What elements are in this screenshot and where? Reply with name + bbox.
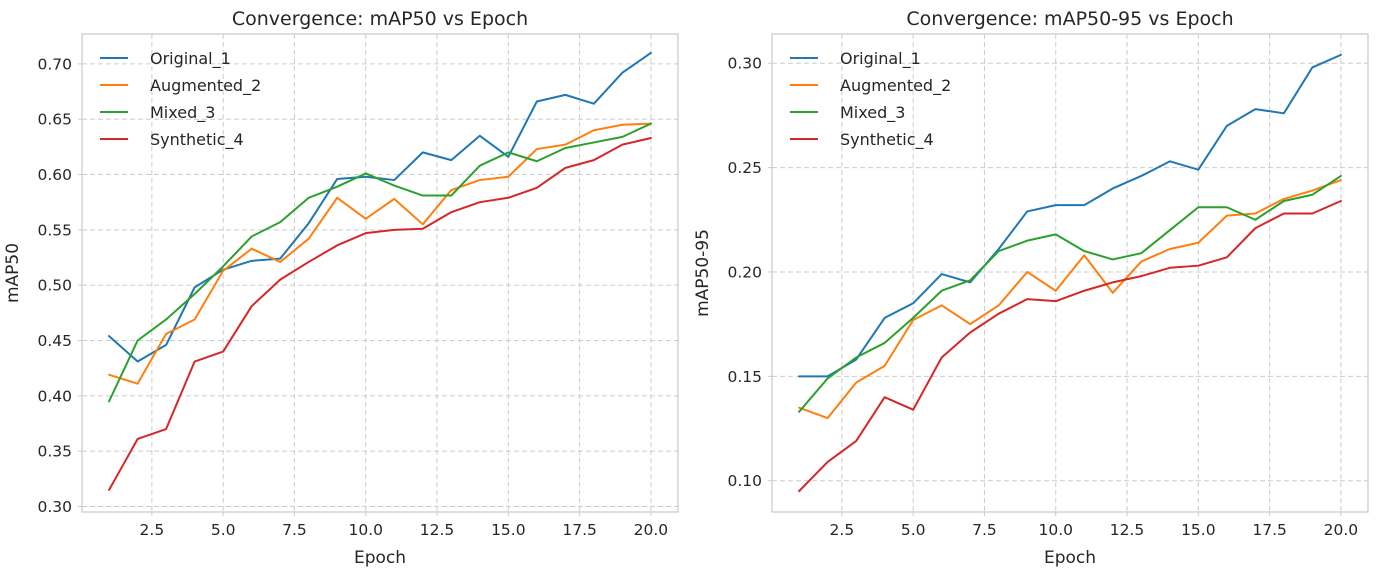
x-axis-label: Epoch xyxy=(354,548,406,568)
x-tick-label: 7.5 xyxy=(972,521,997,539)
chart-panel-map50: 2.5 5.0 7.5 10.0 12.5 15.0 17.5 20.0 0.30 0.35 0.4… xyxy=(3,8,679,568)
legend-label-augmented-2: Augmented_2 xyxy=(840,76,951,96)
chart-panel-map50-95: 2.5 5.0 7.5 10.0 12.5 15.0 17.5 20.0 0.10 0.15 0.2… xyxy=(693,8,1369,568)
y-tick-label: 0.30 xyxy=(37,498,72,516)
x-tick-label: 12.5 xyxy=(1110,521,1145,539)
y-tick-label: 0.20 xyxy=(727,263,762,281)
y-axis-label: mAP50-95 xyxy=(693,229,713,317)
x-tick-label: 15.0 xyxy=(1181,521,1216,539)
y-tick-label: 0.60 xyxy=(37,166,72,184)
legend-label-synthetic-4: Synthetic_4 xyxy=(840,130,934,150)
series-line-original-1 xyxy=(798,53,1342,378)
y-tick-label: 0.50 xyxy=(37,277,72,295)
x-tick-label: 12.5 xyxy=(420,521,455,539)
y-tick-label: 0.65 xyxy=(37,111,72,129)
series-line-original-1 xyxy=(108,51,652,363)
legend: Original_1 Augmented_2 Mixed_3 Synthetic_4 xyxy=(100,49,261,150)
chart-title: Convergence: mAP50 vs Epoch xyxy=(232,8,528,30)
x-tick-label: 7.5 xyxy=(282,521,307,539)
x-tick-label: 2.5 xyxy=(140,521,165,539)
x-tick-label: 5.0 xyxy=(901,521,926,539)
series-line-augmented-2 xyxy=(798,179,1342,420)
x-tick-label: 17.5 xyxy=(1252,521,1287,539)
plot-frame xyxy=(81,33,679,513)
legend-label-augmented-2: Augmented_2 xyxy=(150,76,261,96)
x-tick-label: 5.0 xyxy=(211,521,236,539)
x-tick-label: 15.0 xyxy=(491,521,526,539)
legend: Original_1 Augmented_2 Mixed_3 Synthetic_4 xyxy=(790,49,951,150)
y-tick-label: 0.45 xyxy=(37,332,72,350)
x-axis-label: Epoch xyxy=(1044,548,1096,568)
legend-label-mixed-3: Mixed_3 xyxy=(150,103,215,123)
series-line-synthetic-4 xyxy=(798,199,1342,493)
x-tick-label: 2.5 xyxy=(830,521,855,539)
y-tick-label: 0.10 xyxy=(727,472,762,490)
x-tick-label: 20.0 xyxy=(1324,521,1359,539)
legend-label-original-1: Original_1 xyxy=(150,49,231,69)
x-tick-label: 17.5 xyxy=(562,521,597,539)
y-axis-label: mAP50 xyxy=(3,243,23,303)
legend-label-original-1: Original_1 xyxy=(840,49,921,69)
y-tick-label: 0.30 xyxy=(727,55,762,73)
y-tick-label: 0.55 xyxy=(37,221,72,239)
series-line-augmented-2 xyxy=(108,122,652,385)
x-tick-label: 10.0 xyxy=(1038,521,1073,539)
series-line-mixed-3 xyxy=(798,174,1342,413)
y-tick-label: 0.25 xyxy=(727,159,762,177)
series-line-synthetic-4 xyxy=(108,137,652,491)
plot-frame xyxy=(771,33,1369,513)
y-tick-label: 0.15 xyxy=(727,368,762,386)
chart-title: Convergence: mAP50-95 vs Epoch xyxy=(906,8,1233,30)
series-line-mixed-3 xyxy=(108,122,652,403)
x-tick-label: 10.0 xyxy=(348,521,383,539)
legend-label-synthetic-4: Synthetic_4 xyxy=(150,130,244,150)
y-tick-label: 0.35 xyxy=(37,443,72,461)
y-tick-label: 0.70 xyxy=(37,55,72,73)
legend-label-mixed-3: Mixed_3 xyxy=(840,103,905,123)
y-tick-label: 0.40 xyxy=(37,387,72,405)
x-tick-label: 20.0 xyxy=(634,521,669,539)
